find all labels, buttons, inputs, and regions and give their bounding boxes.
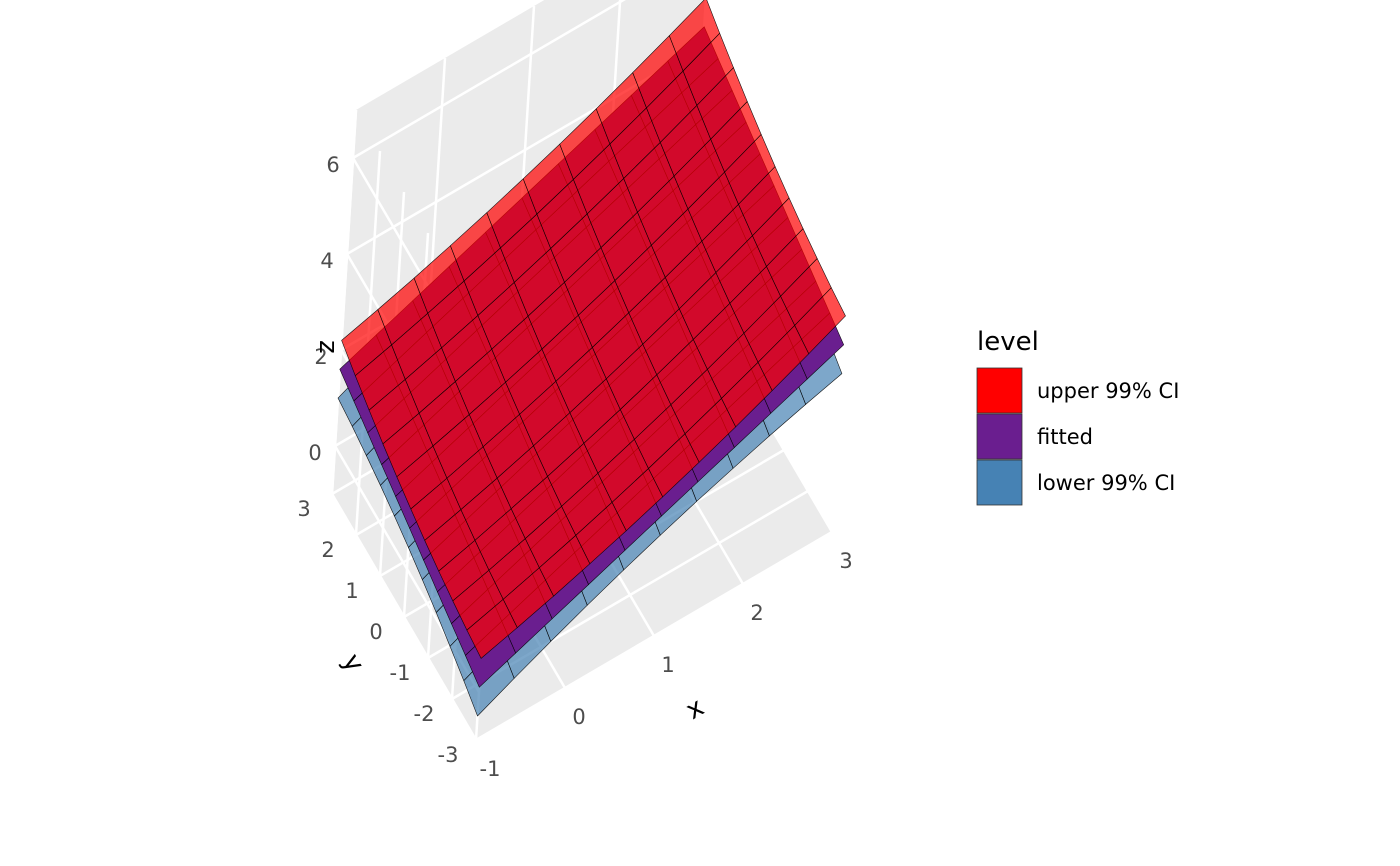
x-tick-label: -1 [480,757,501,781]
legend-swatch-lower [976,459,1023,506]
legend-swatch-fitted [976,413,1023,460]
surface-upper [341,0,846,659]
x-tick-label: 2 [750,601,763,625]
gridline-y-floor [475,530,833,742]
z-tick-label: 4 [320,249,333,273]
gridline-z-back [352,0,626,160]
z-tick-label: 2 [314,345,327,369]
y-tick-label: 2 [321,538,334,562]
z-tick-label: 0 [308,441,321,465]
y-tick-label: 0 [369,620,382,644]
y-tick-label: -1 [390,661,411,685]
surface-facet [794,287,846,355]
y-tick-label: -2 [414,702,435,726]
legend-label-lower: lower 99% CI [1037,471,1175,495]
legend-swatch-upper [976,367,1023,414]
legend-label-upper: upper 99% CI [1037,379,1179,403]
surfaces [337,0,846,717]
legend-label-fitted: fitted [1037,425,1093,449]
y-tick-label: -3 [438,743,459,767]
legend: level upper 99% CI fitted lower 99% CI [976,327,1179,506]
z-tick-label: 6 [326,153,339,177]
x-tick-label: 3 [839,549,852,573]
y-axis-title: y [336,649,370,677]
x-tick-label: 0 [572,705,585,729]
x-tick-label: 1 [661,653,674,677]
y-tick-label: 3 [297,497,310,521]
y-tick-label: 1 [345,579,358,603]
gridline-y-left [330,109,358,495]
legend-title: level [977,327,1039,357]
x-axis-title: x [681,692,709,726]
z-axis-title: z [313,340,343,354]
